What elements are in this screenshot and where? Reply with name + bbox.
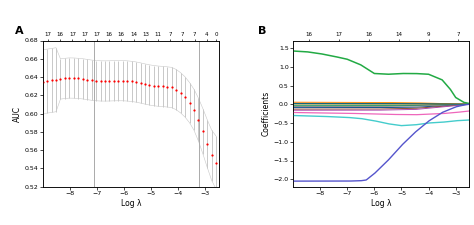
Text: B: B xyxy=(258,26,266,36)
Text: A: A xyxy=(14,26,23,36)
X-axis label: Log λ: Log λ xyxy=(371,199,392,208)
Y-axis label: Coefficients: Coefficients xyxy=(262,91,271,136)
Y-axis label: AUC: AUC xyxy=(13,106,22,122)
X-axis label: Log λ: Log λ xyxy=(120,199,141,208)
